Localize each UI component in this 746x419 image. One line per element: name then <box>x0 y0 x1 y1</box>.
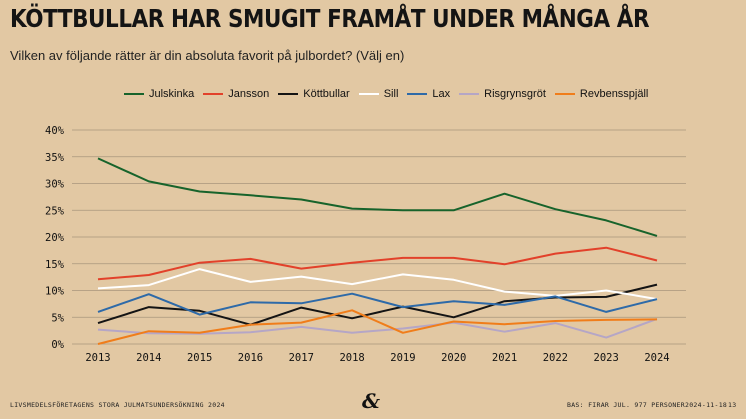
legend-swatch <box>407 93 428 95</box>
x-tick-label: 2013 <box>85 352 110 364</box>
y-tick-label: 30% <box>45 179 65 191</box>
series-line-risgrynsgr-t <box>97 317 658 339</box>
y-tick-label: 20% <box>45 232 65 244</box>
legend-label: Julskinka <box>149 88 195 100</box>
chart-legend: Julskinka Jansson Köttbullar Sill Lax Risgryn… <box>124 88 657 100</box>
legend-item: Lax <box>407 88 450 100</box>
brand-logo: & <box>362 389 381 413</box>
legend-label: Lax <box>432 88 451 100</box>
x-tick-label: 2021 <box>492 352 517 364</box>
axis-labels: 0% 5% 10% 15% 20% 25% 30% 35% 40% 2013 2014 2015 201… <box>45 125 670 364</box>
x-tick-label: 2023 <box>594 352 619 364</box>
y-tick-label: 35% <box>45 152 65 164</box>
footer-source: LIVSMEDELSFÖRETAGENS STORA JULMATSUNDERS… <box>10 401 225 409</box>
legend-swatch <box>459 93 480 95</box>
legend-label: Revbensspjäll <box>579 88 649 100</box>
legend-item: Revbensspjäll <box>554 88 649 100</box>
x-tick-label: 2015 <box>187 352 212 364</box>
series-line-sill <box>97 268 658 301</box>
page-subtitle: Vilken av följande rätter är din absolut… <box>10 48 405 63</box>
legend-label: Sill <box>383 88 399 100</box>
grid-layer <box>72 129 686 345</box>
legend-item: Köttbullar <box>278 88 350 100</box>
footer-date: 2024-11-18 <box>685 401 728 409</box>
legend-swatch <box>358 93 379 95</box>
legend-item: Jansson <box>203 88 269 100</box>
series-layer <box>97 157 658 345</box>
footer-base: BAS: FIRAR JUL. 977 PERSONER <box>567 401 685 409</box>
legend-label: Köttbullar <box>303 88 350 100</box>
legend-label: Risgrynsgröt <box>484 88 546 100</box>
x-tick-label: 2017 <box>289 352 314 364</box>
legend-swatch <box>124 93 144 95</box>
x-tick-label: 2016 <box>238 352 263 364</box>
y-tick-label: 0% <box>51 339 64 351</box>
series-line-jansson <box>97 246 658 281</box>
x-tick-label: 2019 <box>390 352 415 364</box>
legend-swatch <box>278 93 299 95</box>
series-line-lax <box>97 292 658 316</box>
legend-swatch <box>203 93 224 95</box>
x-tick-label: 2018 <box>339 352 364 364</box>
x-tick-label: 2020 <box>441 352 466 364</box>
x-tick-label: 2024 <box>644 352 669 364</box>
y-tick-label: 25% <box>45 205 65 217</box>
footer-page-number: 13 <box>728 401 737 409</box>
x-tick-label: 2014 <box>136 352 161 364</box>
page-title: KÖTTBULLAR HAR SMUGIT FRAMÅT UNDER MÅNGA… <box>10 4 650 33</box>
legend-swatch <box>554 93 575 95</box>
legend-item: Risgrynsgröt <box>459 88 546 100</box>
y-tick-label: 15% <box>45 259 65 271</box>
legend-label: Jansson <box>228 88 270 100</box>
y-tick-label: 10% <box>45 286 65 298</box>
legend-item: Sill <box>358 88 399 100</box>
legend-item: Julskinka <box>124 88 194 100</box>
x-tick-label: 2022 <box>543 352 568 364</box>
series-line-revbensspj-ll <box>97 309 658 345</box>
y-tick-label: 40% <box>45 125 65 137</box>
y-tick-label: 5% <box>51 312 64 324</box>
series-line-julskinka <box>97 157 658 237</box>
